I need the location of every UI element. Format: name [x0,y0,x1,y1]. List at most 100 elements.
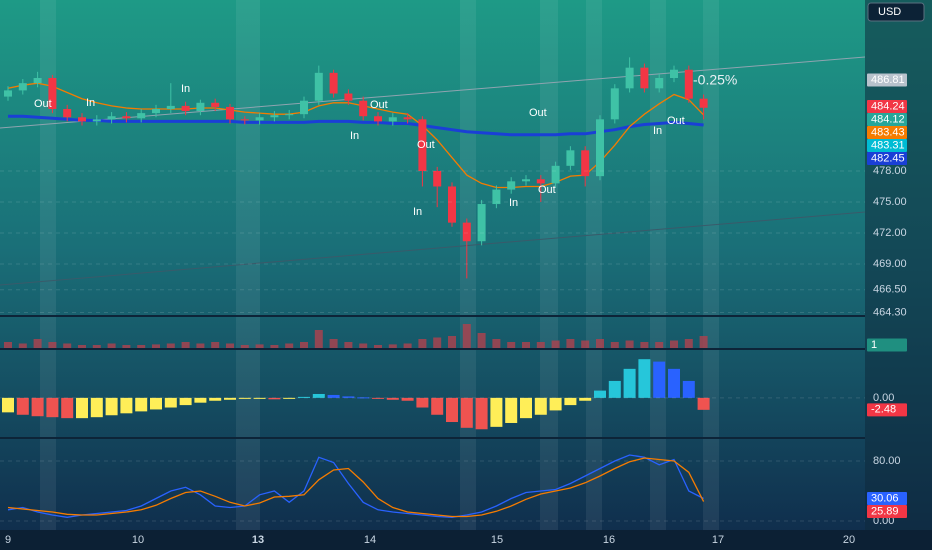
macd-bar [549,397,562,411]
volume-bar [196,343,205,348]
volume-bar [670,340,678,348]
price-tag-label: 483.43 [871,126,905,138]
signal-label: Out [529,107,547,119]
macd-bar [446,397,458,423]
volume-bar [300,342,308,348]
candle-body [137,113,146,119]
price-tag-label: 486.81 [871,74,905,86]
volume-bar [48,342,57,348]
candle-body [359,100,368,117]
volume-bar [448,336,456,348]
price-tag-label: 484.24 [871,100,905,112]
macd-bar [372,397,384,399]
candle-body [4,90,12,97]
candle-body [403,117,412,120]
macd-bar [2,397,14,413]
currency-button[interactable] [867,2,925,22]
y-tick-label: 469.00 [873,258,907,270]
price-tag [867,338,907,352]
candle-body [255,117,264,121]
macd-bar [46,397,59,418]
price-tag-label: 30.06 [871,492,899,504]
macd-bar [401,397,414,401]
candle-body [152,108,160,114]
macd-bar [150,397,162,410]
macd-bar [16,397,29,415]
macd-bar [31,397,44,417]
volume-bar [255,344,264,348]
macd-bar [697,397,710,410]
volume-bar [92,345,101,348]
currency: USD [878,6,901,18]
volume-bar [181,342,190,348]
volume-bar [551,340,560,348]
trend-line [0,211,866,286]
candle-body [581,150,590,177]
volume-bar [536,342,545,348]
pane-divider [0,348,865,350]
candle-body [78,117,86,122]
candle-body [433,170,442,187]
candle-body [92,119,101,122]
price-tag [867,152,907,166]
x-tick-label: 9 [5,534,11,546]
y-tick-label: 464.30 [873,306,907,318]
change-label: -0.25% [693,72,737,88]
price-tag [867,504,907,518]
macd-bar [135,397,148,412]
macd-bar [312,393,325,398]
candle-body [196,102,205,112]
signal-label: Out [538,184,556,196]
volume-bar [359,343,368,348]
x-tick-label: 13 [252,534,264,546]
candle-body [344,93,353,101]
volume-bar [78,345,86,348]
macd-bar [505,397,518,423]
signal-label: Out [34,98,52,110]
volume-bar [122,345,131,348]
candle-body [107,116,116,120]
macd-bar [520,397,532,419]
volume-bar [581,340,590,348]
macd-bar [431,397,444,415]
volume-bar [507,342,516,348]
candle-body [536,179,545,184]
candle-body [33,78,42,84]
price-tag-label: 482.45 [871,152,905,164]
x-tick-label: 10 [132,534,144,546]
volume-bar [344,342,353,348]
x-tick-label: 20 [843,534,855,546]
macd-bar [120,397,133,414]
candle-body [448,186,456,223]
candle-body [166,105,175,109]
candle-body [418,119,427,171]
signal-label: Out [667,115,685,127]
signal-label: In [413,206,422,218]
volume-bar [684,339,693,348]
signal-label: In [181,83,190,95]
signal-label: Out [417,139,435,151]
candle-body [522,179,530,182]
macd-bar [653,361,666,398]
macd-bar [668,368,680,398]
candle-body [240,119,249,121]
macd-bar [224,397,236,400]
y-tick-label: 472.00 [873,227,907,239]
price-tag [867,73,907,87]
volume-bar [566,339,575,348]
volume-bar [596,339,604,348]
macd-bar [61,397,74,419]
volume-bar [285,343,294,348]
volume-bar [433,337,442,348]
volume-bar [403,343,412,348]
candle-body [285,114,294,116]
macd-bar [283,397,296,399]
macd-bar [194,397,207,403]
indicator-line [7,454,704,518]
candle-body [181,105,190,112]
pane-divider [0,437,865,439]
x-tick-label: 15 [491,534,503,546]
price-tag-label: 1 [871,339,877,351]
